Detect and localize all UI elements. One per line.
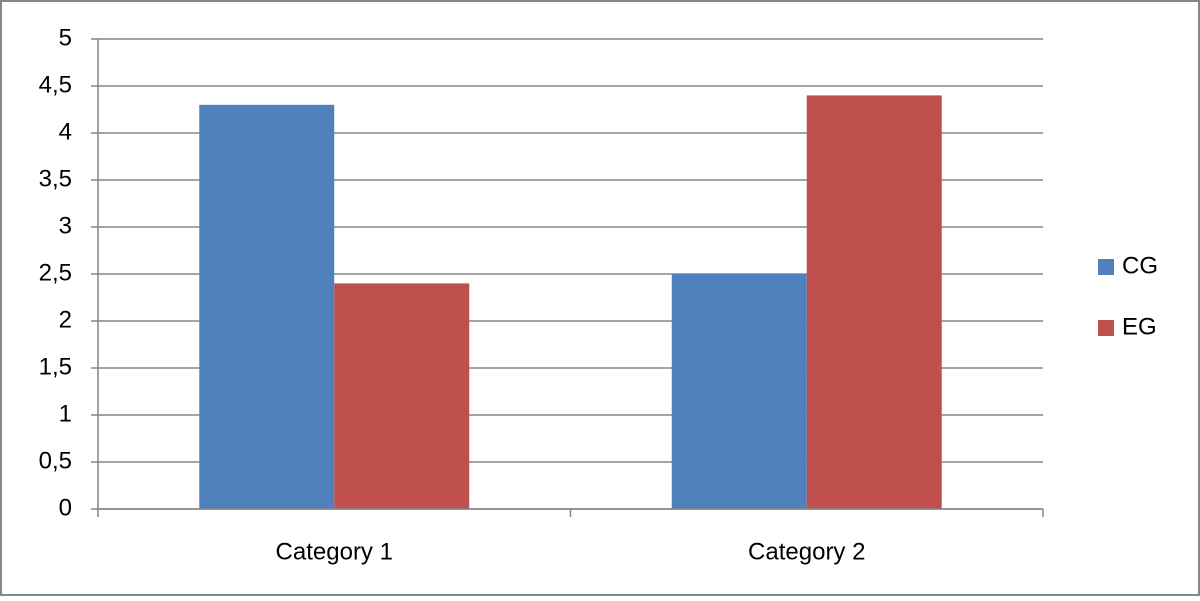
y-tick-label: 1 <box>59 400 72 427</box>
bar <box>806 95 942 510</box>
x-tick-label: Category 1 <box>276 538 393 565</box>
y-tick-label: 0,5 <box>39 447 72 474</box>
y-tick-label: 4,5 <box>39 71 72 98</box>
bar <box>199 104 335 510</box>
y-tick-label: 4 <box>59 118 72 145</box>
y-tick-label: 3,5 <box>39 165 72 192</box>
y-tick-label: 2 <box>59 306 72 333</box>
bar <box>671 274 807 509</box>
legend-swatch <box>1098 259 1114 275</box>
y-tick-label: 0 <box>59 494 72 521</box>
y-tick-label: 5 <box>59 24 72 51</box>
y-tick-label: 2,5 <box>39 259 72 286</box>
y-tick-label: 1,5 <box>39 353 72 380</box>
legend-label: CG <box>1122 252 1158 279</box>
y-tick-label: 3 <box>59 212 72 239</box>
bar <box>334 283 470 509</box>
legend-label: EG <box>1122 313 1157 340</box>
x-tick-label: Category 2 <box>748 538 865 565</box>
legend-swatch <box>1098 320 1114 336</box>
